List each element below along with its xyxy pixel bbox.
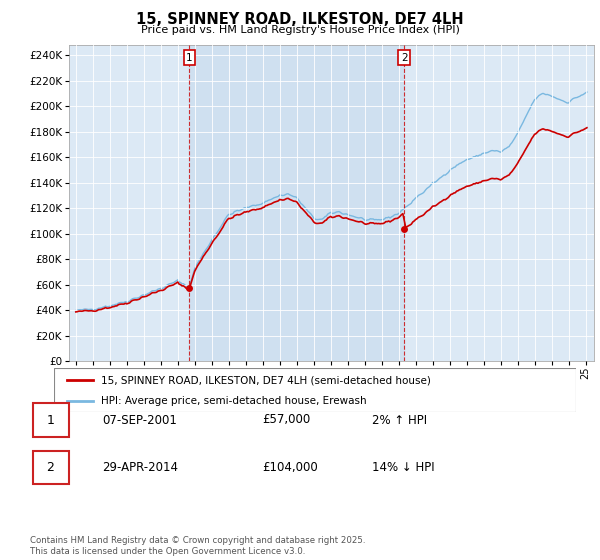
Text: 1: 1 [46,413,55,427]
Text: HPI: Average price, semi-detached house, Erewash: HPI: Average price, semi-detached house,… [101,396,367,405]
Text: 2% ↑ HPI: 2% ↑ HPI [372,413,427,427]
Text: 07-SEP-2001: 07-SEP-2001 [102,413,176,427]
FancyBboxPatch shape [33,403,68,437]
Text: 15, SPINNEY ROAD, ILKESTON, DE7 4LH (semi-detached house): 15, SPINNEY ROAD, ILKESTON, DE7 4LH (sem… [101,375,431,385]
Text: 14% ↓ HPI: 14% ↓ HPI [372,461,435,474]
FancyBboxPatch shape [33,451,68,484]
Text: £104,000: £104,000 [262,461,317,474]
Bar [190,45,404,361]
Text: 1: 1 [186,53,193,63]
Text: £57,000: £57,000 [262,413,310,427]
Text: Price paid vs. HM Land Registry's House Price Index (HPI): Price paid vs. HM Land Registry's House … [140,25,460,35]
Text: 15, SPINNEY ROAD, ILKESTON, DE7 4LH: 15, SPINNEY ROAD, ILKESTON, DE7 4LH [136,12,464,27]
Text: Contains HM Land Registry data © Crown copyright and database right 2025.
This d: Contains HM Land Registry data © Crown c… [30,536,365,556]
Text: 29-APR-2014: 29-APR-2014 [102,461,178,474]
Text: 2: 2 [401,53,407,63]
Text: 2: 2 [46,461,55,474]
